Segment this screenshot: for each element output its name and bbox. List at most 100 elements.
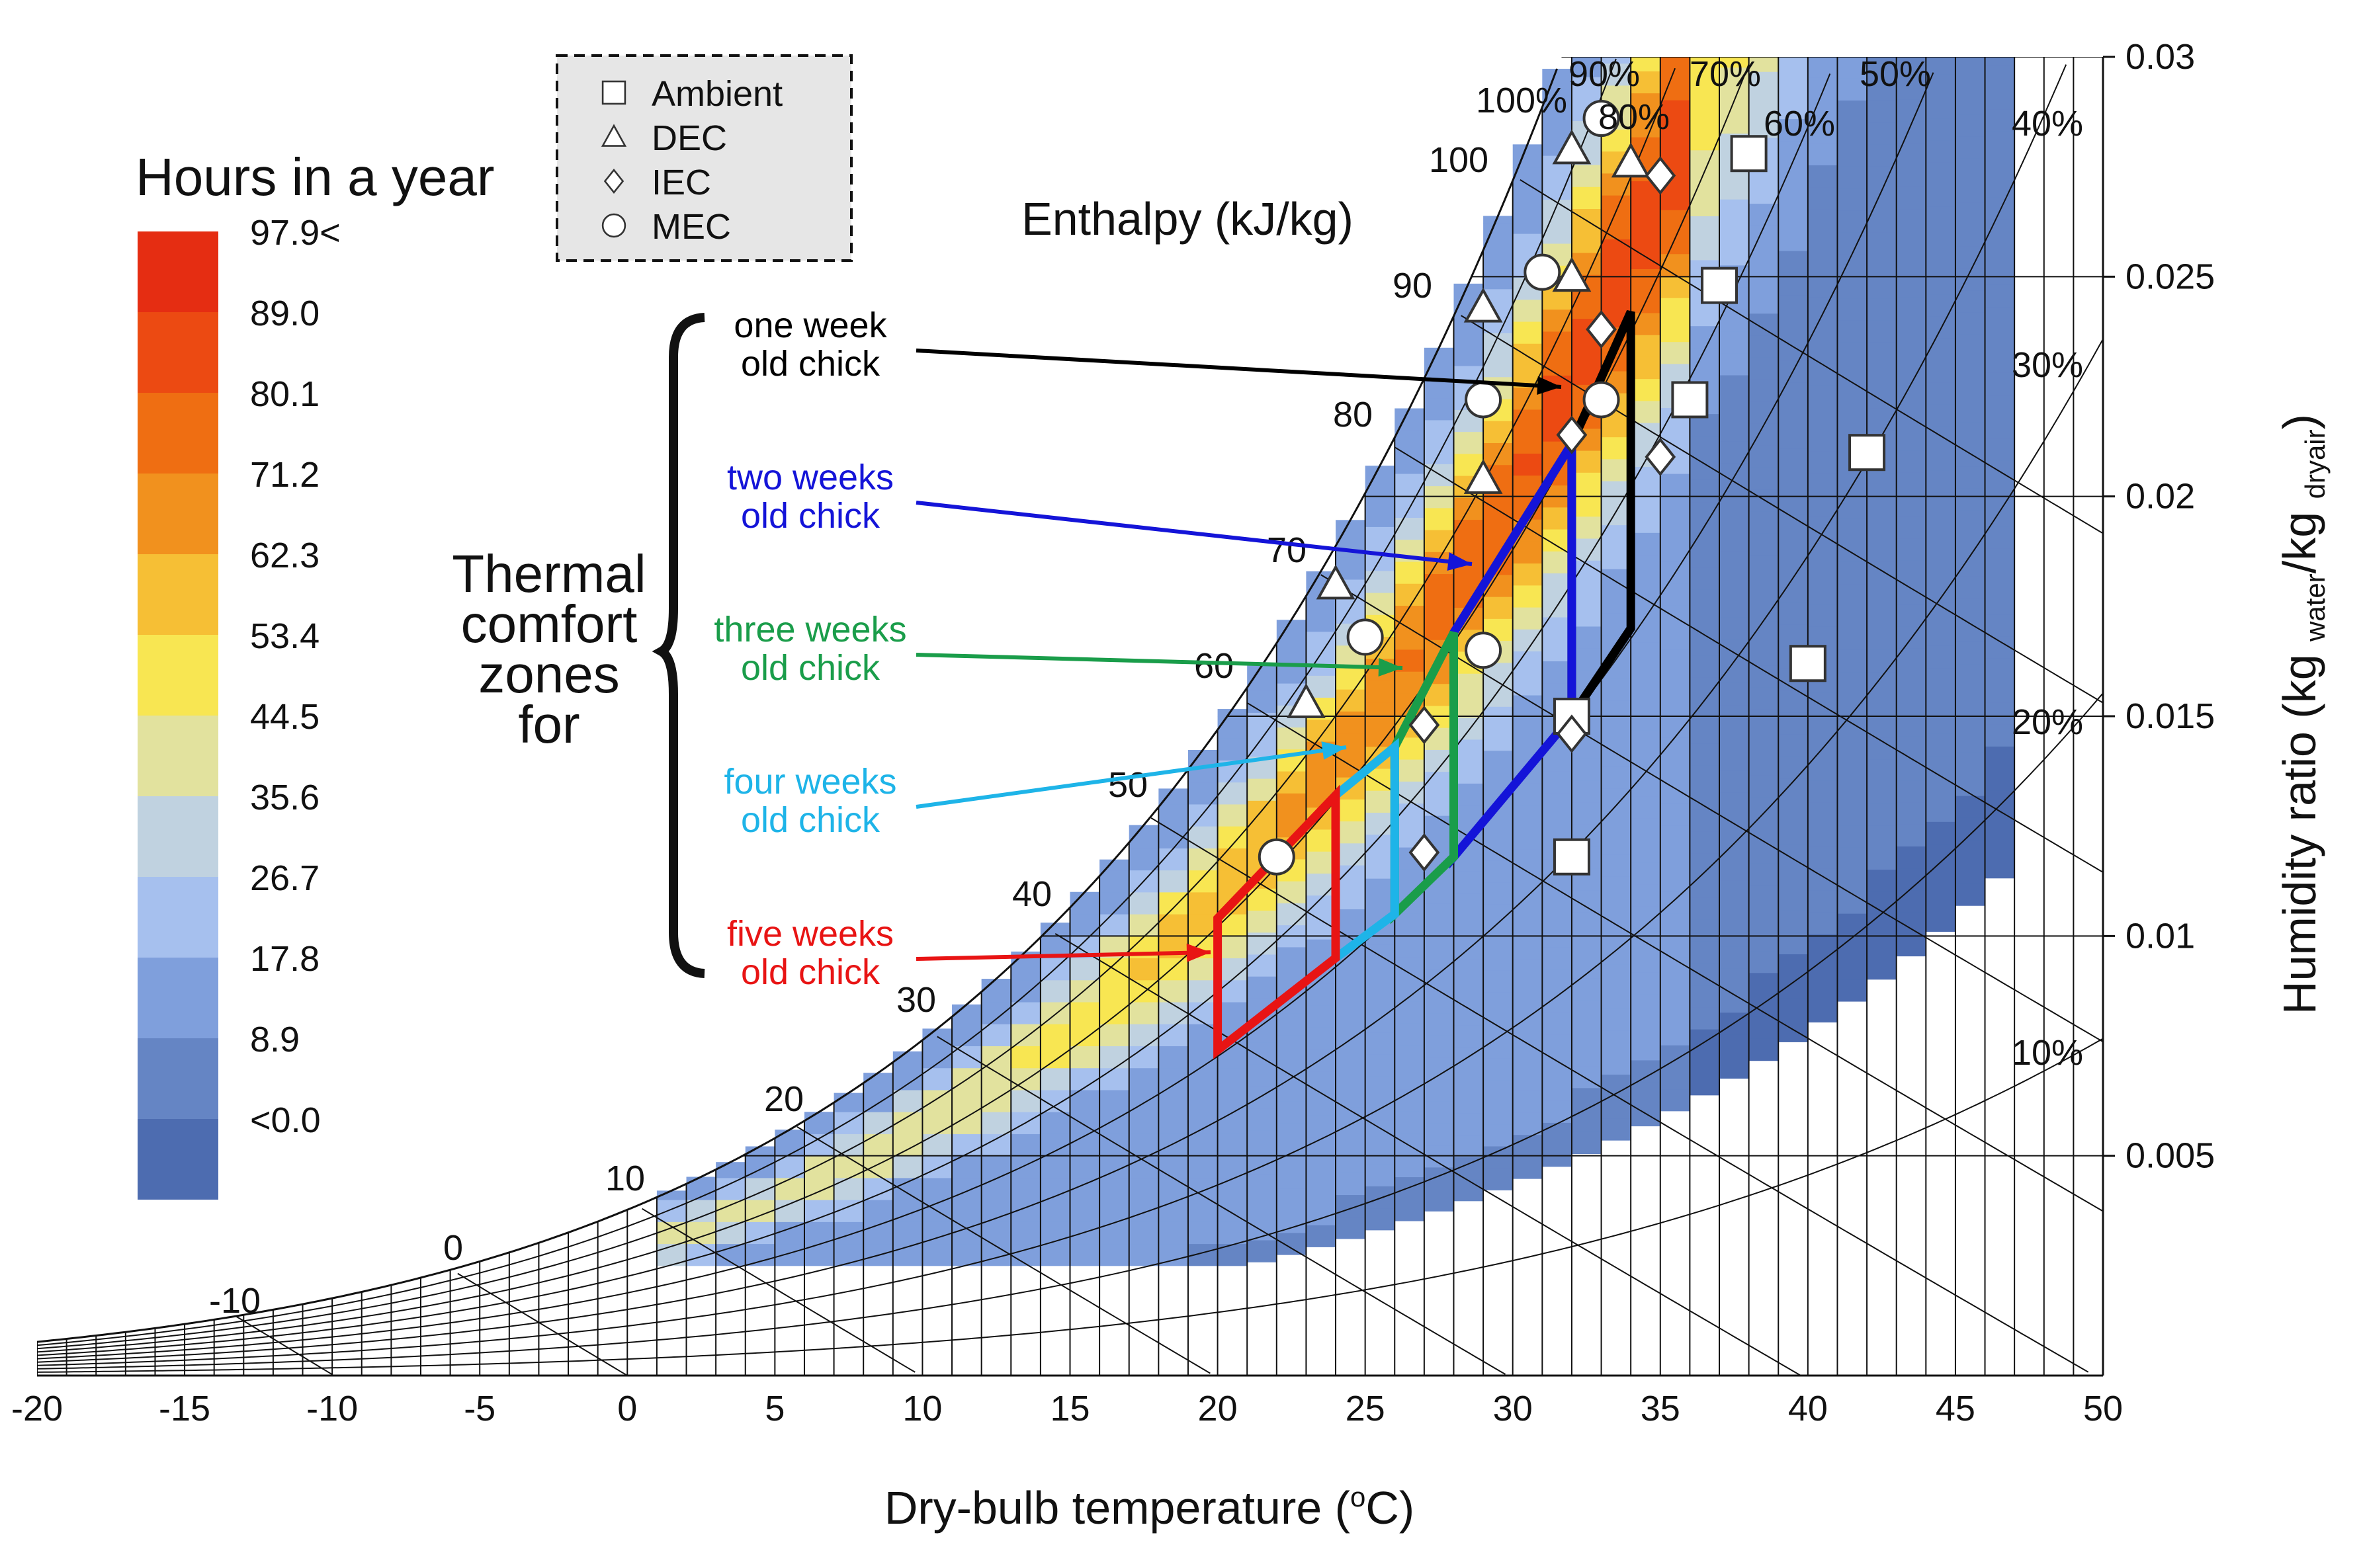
heatmap-cell bbox=[1690, 589, 1720, 612]
colorbar-segment bbox=[138, 474, 218, 554]
heatmap-cell bbox=[1453, 915, 1484, 938]
heatmap-cell bbox=[1070, 914, 1100, 936]
colorbar-label: 44.5 bbox=[250, 697, 320, 737]
colorbar-segment bbox=[138, 958, 218, 1038]
heatmap-cell bbox=[1571, 758, 1602, 781]
heatmap-cell bbox=[981, 979, 1011, 1003]
heatmap-cell bbox=[1808, 0, 1838, 11]
heatmap-cell bbox=[1217, 958, 1248, 981]
heatmap-cell bbox=[1955, 26, 1985, 49]
heatmap-cell bbox=[1011, 1002, 1041, 1024]
heatmap-cell bbox=[1690, 633, 1720, 656]
heatmap-cell bbox=[1660, 57, 1690, 79]
heatmap-cell bbox=[1955, 597, 1986, 620]
heatmap-cell bbox=[1778, 251, 1809, 273]
heatmap-cell bbox=[1837, 100, 1867, 123]
heatmap-cell bbox=[1837, 913, 1867, 936]
heatmap-cell bbox=[1955, 708, 1986, 730]
heatmap-cell bbox=[1926, 865, 1956, 888]
colorbar-label: 8.9 bbox=[250, 1020, 300, 1059]
heatmap-cell bbox=[1867, 605, 1897, 628]
heatmap-cell bbox=[1336, 1063, 1366, 1085]
heatmap-cell bbox=[1926, 162, 1956, 185]
triangle-marker bbox=[1463, 458, 1503, 494]
heatmap-cell bbox=[1217, 1067, 1248, 1091]
heatmap-cell bbox=[1601, 986, 1631, 1009]
heatmap-cell bbox=[1306, 1071, 1336, 1094]
heatmap-cell bbox=[1837, 13, 1867, 35]
heatmap-cell bbox=[1483, 223, 1514, 245]
heatmap-cell bbox=[1601, 964, 1631, 987]
heatmap-cell bbox=[1748, 269, 1779, 292]
heatmap-cell bbox=[1896, 516, 1926, 539]
colorbar: Hours in a year 97.9< 89.0 80.1 71.2 62.3 53.4… bbox=[136, 147, 494, 1200]
heatmap-cell bbox=[1837, 561, 1867, 585]
heatmap-cell bbox=[1158, 870, 1189, 893]
zone-arrowhead bbox=[1186, 943, 1211, 962]
heatmap-cell bbox=[1807, 296, 1838, 319]
heatmap-cell bbox=[1129, 891, 1159, 915]
heatmap-cell bbox=[1955, 158, 1986, 181]
heatmap-cell bbox=[1099, 1067, 1130, 1091]
heatmap-cell bbox=[1778, 580, 1809, 603]
heatmap-cell bbox=[1395, 934, 1425, 958]
heatmap-cell bbox=[1336, 799, 1366, 822]
heatmap-cell bbox=[1660, 253, 1690, 276]
heatmap-cell bbox=[1070, 1200, 1100, 1222]
heatmap-cell bbox=[1424, 1079, 1454, 1102]
heatmap-cell bbox=[1424, 947, 1454, 970]
heatmap-cell bbox=[1542, 749, 1572, 772]
heatmap-cell bbox=[1896, 208, 1926, 231]
heatmap-cell bbox=[1690, 875, 1720, 898]
heatmap-cell bbox=[1601, 1008, 1631, 1031]
heatmap-cell bbox=[1070, 1046, 1100, 1069]
zone-arrow bbox=[916, 950, 1211, 961]
heatmap-cell bbox=[1837, 166, 1867, 188]
heatmap-cell bbox=[1512, 673, 1543, 696]
colorbar-label: 26.7 bbox=[250, 858, 320, 898]
triangle-marker bbox=[1552, 257, 1592, 292]
heatmap-cell bbox=[1542, 792, 1572, 815]
heatmap-cell bbox=[1807, 714, 1838, 737]
heatmap-cell bbox=[1719, 419, 1750, 442]
heatmap-cell bbox=[1926, 184, 1956, 207]
x-axis-title: Dry-bulb temperature (oC) bbox=[884, 1481, 1414, 1534]
heatmap-cell bbox=[1926, 9, 1955, 31]
zones-title: for bbox=[518, 695, 580, 754]
heatmap-cell bbox=[1690, 106, 1720, 129]
heatmap-cell bbox=[1690, 216, 1720, 239]
heatmap-cell bbox=[1099, 1024, 1130, 1046]
zone-label: four weeks bbox=[724, 762, 896, 802]
enthalpy-label: 60 bbox=[1194, 646, 1234, 686]
heatmap-cell bbox=[1040, 1024, 1070, 1046]
zone-arrow bbox=[916, 653, 1403, 670]
heatmap-cell bbox=[1690, 84, 1720, 106]
heatmap-cell bbox=[834, 1093, 864, 1112]
heatmap-cell bbox=[1336, 909, 1366, 932]
heatmap-cell bbox=[1807, 846, 1838, 869]
heatmap-cell bbox=[1896, 362, 1926, 386]
comfort-zone bbox=[1213, 784, 1340, 1059]
heatmap-cell bbox=[863, 1112, 894, 1134]
heatmap-cell bbox=[1748, 71, 1779, 94]
heatmap-cell bbox=[1778, 954, 1809, 977]
enthalpy-line bbox=[236, 1315, 333, 1376]
rh-curve bbox=[37, 64, 2067, 1363]
heatmap-cell bbox=[952, 1200, 982, 1222]
heatmap-cell bbox=[1985, 108, 2015, 132]
heatmap-cell bbox=[1955, 0, 1985, 5]
heatmap-cell bbox=[922, 1177, 953, 1200]
heatmap-cell bbox=[1365, 988, 1395, 1011]
heatmap-cell bbox=[1336, 1194, 1366, 1217]
enthalpy-label: -10 bbox=[209, 1281, 261, 1321]
heatmap-cell bbox=[1867, 540, 1897, 562]
heatmap-cell bbox=[1690, 1073, 1720, 1096]
heatmap-cell bbox=[1807, 407, 1838, 429]
heatmap-cell bbox=[1276, 1122, 1307, 1145]
heatmap-cell bbox=[1395, 1045, 1425, 1067]
heatmap-cell bbox=[1217, 804, 1248, 827]
heatmap-cell bbox=[1660, 825, 1690, 848]
heatmap-cell bbox=[1926, 206, 1956, 229]
heatmap-cell bbox=[1572, 0, 1602, 11]
heatmap-cell bbox=[1778, 756, 1809, 779]
